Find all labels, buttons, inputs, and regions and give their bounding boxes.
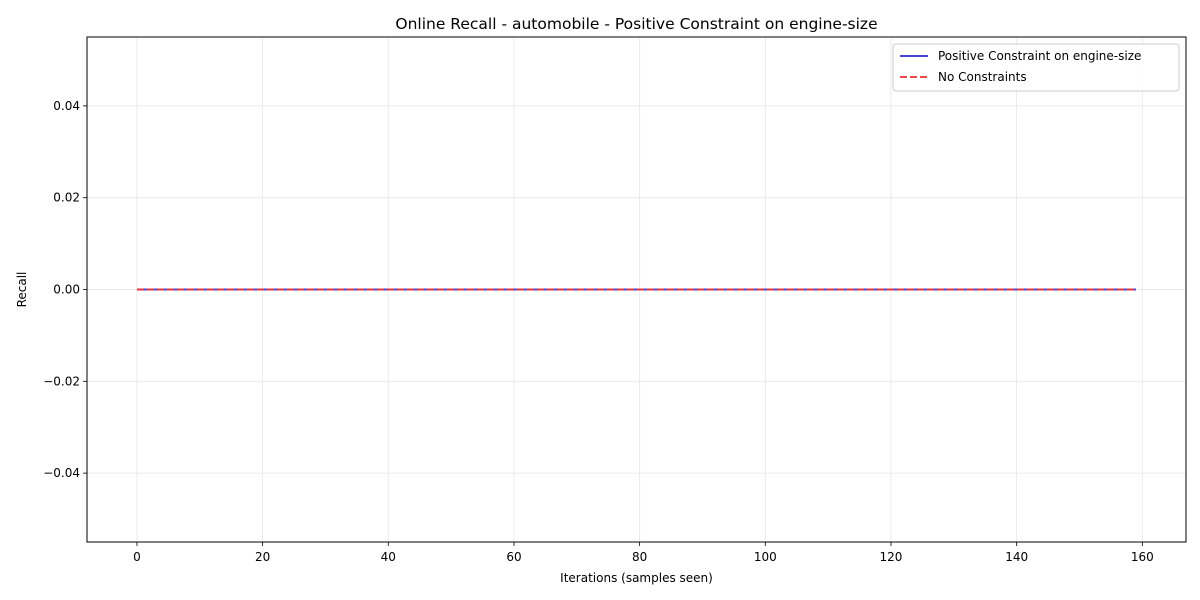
x-tick-label: 160: [1131, 550, 1154, 564]
x-tick-label: 80: [632, 550, 647, 564]
y-tick-label: 0.04: [53, 99, 80, 113]
x-tick-label: 120: [880, 550, 903, 564]
y-tick-label: 0.02: [53, 191, 80, 205]
x-tick-label: 20: [255, 550, 270, 564]
legend-box: [892, 43, 1180, 92]
x-axis-title: Iterations (samples seen): [560, 571, 713, 585]
x-tick-label: 140: [1005, 550, 1028, 564]
chart-title: Online Recall - automobile - Positive Co…: [395, 15, 877, 33]
y-axis-title: Recall: [15, 272, 29, 308]
legend: Positive Constraint on engine-size No Con…: [892, 43, 1180, 92]
y-tick-label: 0.00: [53, 283, 80, 297]
y-tick-label: −0.02: [43, 374, 80, 388]
legend-label: Positive Constraint on engine-size: [938, 49, 1141, 63]
x-axis: 0 20 40 60 80 100 120 140 160: [133, 542, 1154, 564]
x-tick-label: 40: [381, 550, 396, 564]
x-tick-label: 60: [506, 550, 521, 564]
x-tick-label: 0: [133, 550, 141, 564]
legend-label: No Constraints: [938, 70, 1027, 84]
x-tick-label: 100: [754, 550, 777, 564]
y-tick-label: −0.04: [43, 466, 80, 480]
y-axis: −0.04 −0.02 0.00 0.02 0.04: [43, 99, 87, 480]
